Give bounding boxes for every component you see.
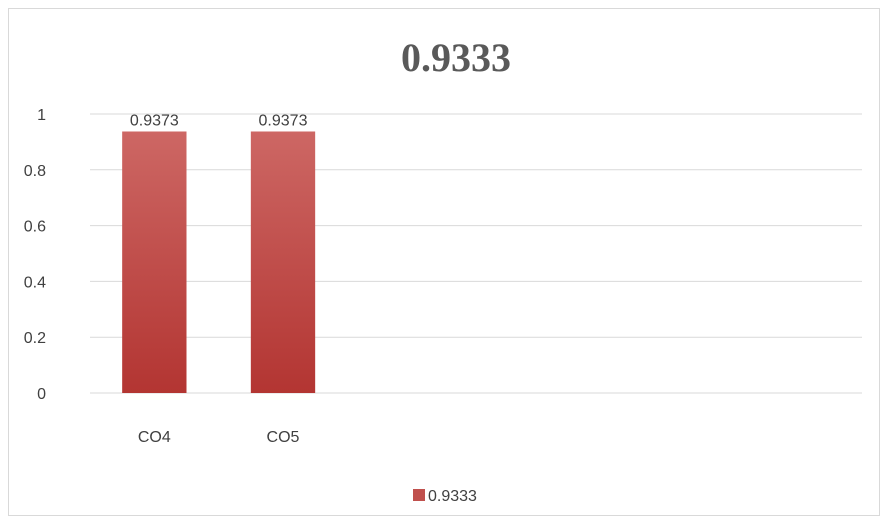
y-tick-label: 0.8 (24, 163, 46, 180)
data-label: 0.9373 (259, 112, 308, 129)
x-category-label: CO5 (267, 429, 300, 446)
bar-co4 (122, 131, 187, 394)
x-category-label: CO4 (138, 429, 171, 446)
chart-title: 0.9333 (401, 35, 511, 80)
data-label: 0.9373 (130, 112, 179, 129)
y-tick-label: 0.4 (24, 274, 46, 291)
legend-swatch (413, 489, 425, 501)
y-tick-label: 1 (37, 107, 46, 124)
bar-co5 (250, 131, 316, 394)
legend-label: 0.9333 (428, 488, 477, 505)
y-tick-label: 0 (37, 386, 46, 403)
y-tick-label: 0.2 (24, 330, 46, 347)
y-tick-label: 0.6 (24, 219, 46, 236)
